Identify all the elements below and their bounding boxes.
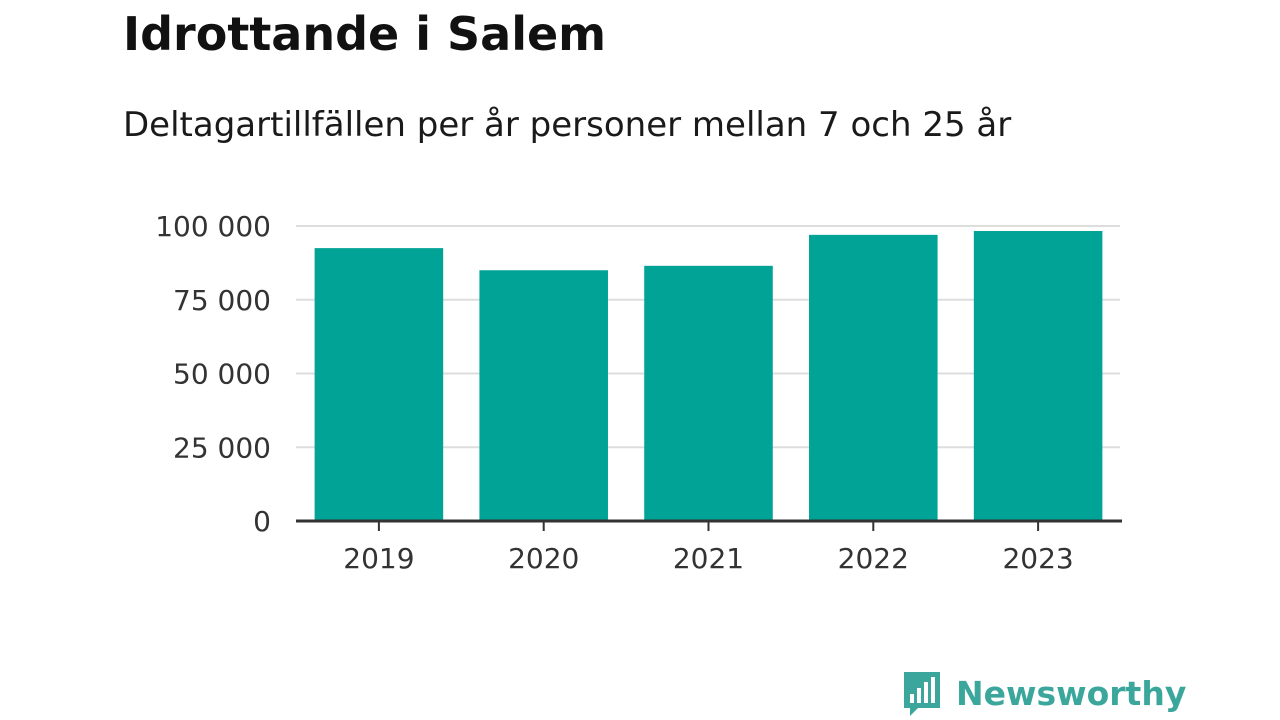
x-tick-label: 2020 <box>508 542 579 575</box>
y-tick-label: 0 <box>253 505 271 538</box>
bar-2020 <box>479 270 608 521</box>
bar-2022 <box>809 234 938 521</box>
tick-labels: 0 25 000 50 000 75 000 100 000 2019 2020 2021 20… <box>155 210 1074 575</box>
x-tick-label: 2023 <box>1002 542 1073 575</box>
bar-chart-speech-bubble-icon <box>904 672 940 716</box>
chart-title: Idrottande i Salem <box>123 7 607 61</box>
bars <box>314 231 1103 521</box>
x-tick-label: 2022 <box>838 542 909 575</box>
x-tick-label: 2019 <box>343 542 414 575</box>
bar-2019 <box>314 248 444 521</box>
x-tick-label: 2021 <box>673 542 744 575</box>
chart-subtitle: Deltagartillfällen per år personer mella… <box>123 105 1012 145</box>
y-tick-label: 25 000 <box>173 431 271 464</box>
bar-2023 <box>973 231 1103 521</box>
bar-2021 <box>644 265 773 521</box>
logo-text: Newsworthy <box>956 674 1187 713</box>
y-tick-label: 75 000 <box>173 284 271 317</box>
y-tick-label: 50 000 <box>173 358 271 391</box>
y-tick-label: 100 000 <box>155 210 271 243</box>
x-axis <box>296 519 1122 531</box>
newsworthy-logo: Newsworthy <box>902 670 1186 718</box>
